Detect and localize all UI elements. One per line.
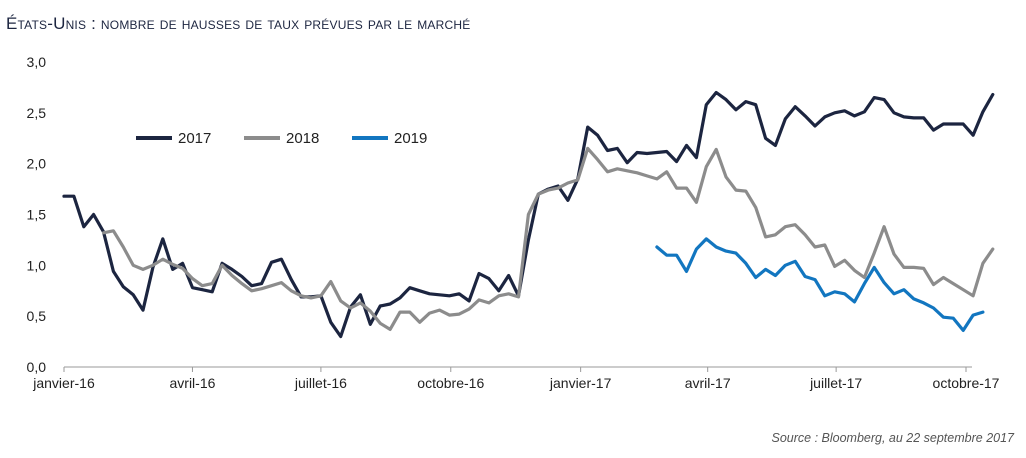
chart-axes: 0,0 0,5 1,0 1,5 2,0 2,5 3,0 janvier-16 avril-16 j…	[27, 54, 1000, 391]
y-tick-label: 1,5	[27, 207, 47, 223]
x-tick-label: juillet-17	[809, 375, 862, 391]
y-tick-label: 0,0	[27, 359, 47, 375]
x-tick-label: avril-17	[685, 375, 731, 391]
x-tick-label: juillet-16	[294, 375, 347, 391]
x-tick-label: janvier-16	[32, 375, 95, 391]
y-tick-label: 2,5	[27, 105, 47, 121]
legend-label-2018: 2018	[286, 130, 319, 147]
chart-legend: 2017 2018 2019	[136, 130, 427, 147]
chart-title: États-Unis : nombre de hausses de taux p…	[6, 14, 471, 33]
x-tick-label: avril-16	[170, 375, 216, 391]
x-tick-label: octobre-16	[417, 375, 484, 391]
y-tick-label: 1,0	[27, 257, 47, 273]
series-line-2019	[655, 237, 985, 332]
x-tick-label: janvier-17	[549, 375, 612, 391]
y-tick-label: 2,0	[27, 156, 47, 172]
chart-series	[62, 90, 995, 339]
legend-label-2017: 2017	[178, 130, 211, 147]
y-tick-label: 3,0	[27, 54, 47, 70]
y-tick-label: 0,5	[27, 308, 47, 324]
legend-label-2019: 2019	[394, 130, 427, 147]
source-note: Source : Bloomberg, au 22 septembre 2017	[771, 431, 1014, 445]
series-line-2018	[101, 146, 995, 331]
x-tick-label: octobre-17	[933, 375, 1000, 391]
